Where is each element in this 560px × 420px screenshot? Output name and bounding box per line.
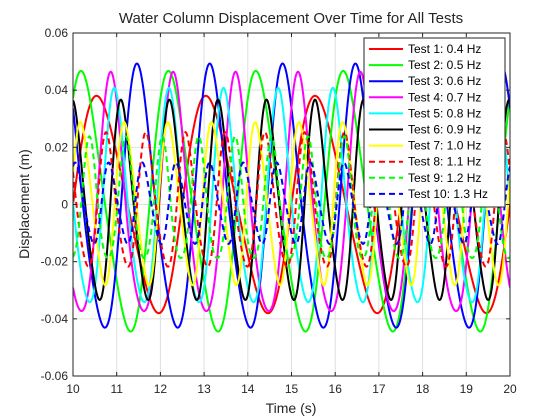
y-axis-label: Displacement (m) (16, 149, 32, 259)
series-line-8 (73, 130, 510, 268)
series-line-6 (73, 98, 510, 302)
x-tick-label: 20 (503, 382, 517, 396)
legend-entry-7: Test 7: 1.0 Hz (408, 139, 481, 153)
x-tick-label: 10 (66, 382, 80, 396)
x-tick-label: 16 (329, 382, 343, 396)
y-tick-label: -0.04 (41, 312, 69, 326)
y-tick-label: -0.02 (41, 255, 69, 269)
y-tick-label: 0.04 (45, 83, 69, 97)
x-tick-label: 18 (416, 382, 430, 396)
y-tick-label: 0 (61, 198, 68, 212)
chart-title: Water Column Displacement Over Time for … (119, 10, 463, 27)
y-tick-label: 0.06 (45, 26, 69, 40)
x-tick-label: 19 (460, 382, 474, 396)
x-tick-label: 12 (154, 382, 168, 396)
legend-entry-8: Test 8: 1.1 Hz (408, 155, 481, 169)
legend-entry-10: Test 10: 1.3 Hz (408, 187, 488, 201)
legend-entry-1: Test 1: 0.4 Hz (408, 42, 481, 56)
x-tick-label: 15 (285, 382, 299, 396)
y-tick-label: -0.06 (41, 369, 69, 383)
legend: Test 1: 0.4 Hz Test 2: 0.5 Hz Test 3: 0.6 … (363, 37, 506, 208)
x-tick-label: 13 (197, 382, 211, 396)
legend-entry-5: Test 5: 0.8 Hz (408, 106, 481, 120)
x-axis-label: Time (s) (266, 400, 317, 416)
legend-entry-6: Test 6: 0.9 Hz (408, 123, 481, 137)
legend-entry-3: Test 3: 0.6 Hz (408, 74, 481, 88)
x-tick-label: 17 (372, 382, 386, 396)
x-tick-label: 11 (110, 382, 123, 396)
legend-box (363, 37, 506, 208)
series-line-9 (73, 135, 510, 260)
series-line-10 (73, 161, 510, 245)
x-tick-label: 14 (241, 382, 255, 396)
legend-entry-2: Test 2: 0.5 Hz (408, 58, 481, 72)
legend-entry-9: Test 9: 1.2 Hz (408, 171, 481, 185)
legend-entry-4: Test 4: 0.7 Hz (408, 90, 481, 104)
y-tick-label: 0.02 (45, 140, 69, 154)
axes (72, 32, 511, 377)
tick-labels: 10 11 12 13 14 15 16 17 18 19 20 -0.06 -0.04 -0.02 0 0.… (41, 26, 517, 396)
